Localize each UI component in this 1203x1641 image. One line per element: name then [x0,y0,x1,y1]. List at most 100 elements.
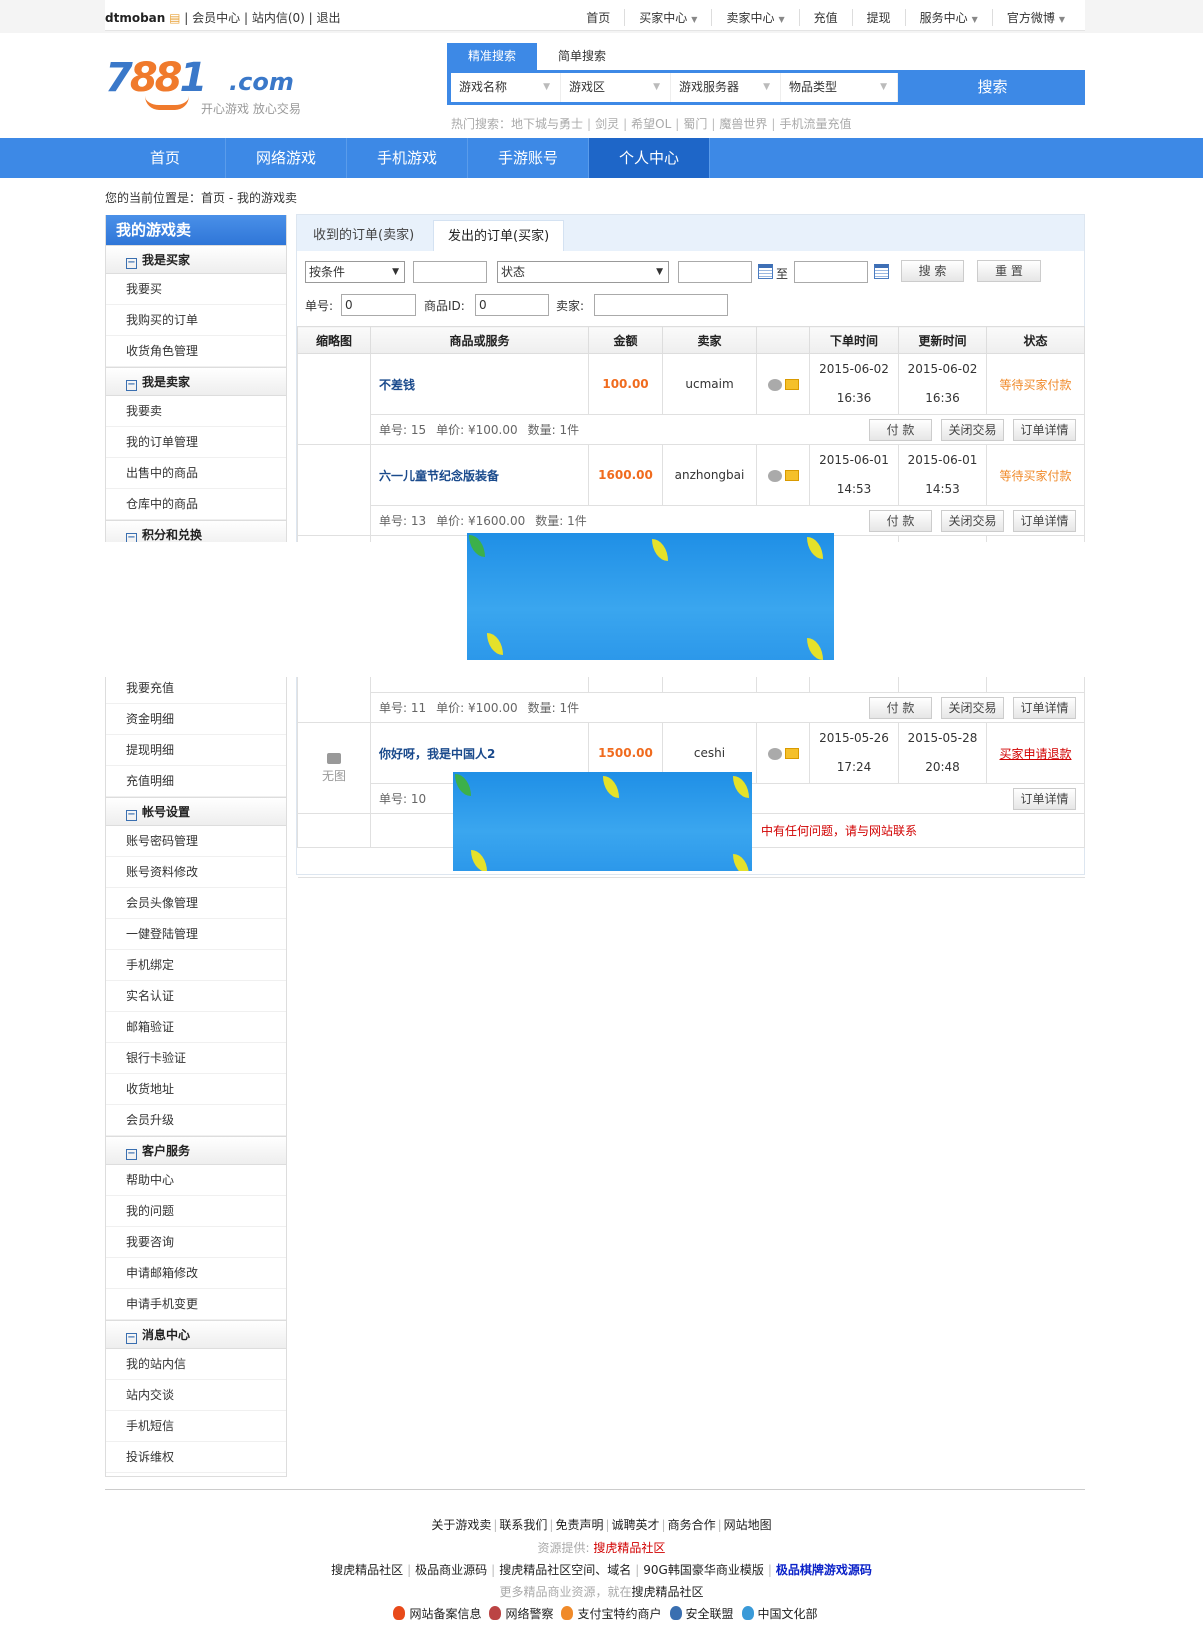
sidebar-item[interactable]: 会员升级 [106,1105,286,1136]
sidebar-item[interactable]: 充值明细 [106,766,286,797]
order-detail-button[interactable]: 订单详情 [1013,697,1076,719]
username[interactable]: dtmoban [105,11,166,25]
sidebar-item[interactable]: 仓库中的商品 [106,489,286,520]
topnav-item[interactable]: 卖家中心 ▼ [711,9,798,26]
item-type-select[interactable]: 物品类型 ▼ [781,73,898,102]
pay-button[interactable]: 付 款 [869,510,932,532]
sidebar-item[interactable]: 我的站内信 [106,1349,286,1380]
badge-link[interactable]: 网站备案信息 [409,1607,482,1621]
ad-banner[interactable] [453,772,752,871]
logo[interactable]: 7881 .com 开心游戏 放心交易 [105,58,315,118]
nav-item[interactable]: 手游账号 [468,138,589,178]
sidebar-item[interactable]: 账号密码管理 [106,826,286,857]
hot-search-link[interactable]: 希望OL [631,117,672,131]
tab-precise-search[interactable]: 精准搜索 [447,43,537,70]
footer-link[interactable]: 关于游戏卖 [431,1518,492,1532]
chat-icon[interactable] [767,378,782,391]
sidebar-item[interactable]: 投诉维权 [106,1442,286,1473]
pay-button[interactable]: 付 款 [869,697,932,719]
hot-search-link[interactable]: 地下城与勇士 [511,117,584,131]
badge-link[interactable]: 安全联盟 [685,1607,734,1621]
footer-link-highlight[interactable]: 极品棋牌游戏源码 [775,1563,872,1577]
status[interactable]: 买家申请退款 [986,722,1085,784]
sidebar-item[interactable]: 我要买 [106,274,286,305]
sidebar-item[interactable]: 收货角色管理 [106,336,286,367]
order-detail-button[interactable]: 订单详情 [1013,510,1076,532]
sidebar-item[interactable]: 收货地址 [106,1074,286,1105]
nav-item[interactable]: 网络游戏 [226,138,347,178]
goods-name-link[interactable]: 六一儿童节纪念版装备 [370,444,589,506]
member-center-link[interactable]: 会员中心 [192,11,241,25]
filter-reset-button[interactable]: 重 置 [977,260,1041,282]
footer-link[interactable]: 极品商业源码 [415,1563,488,1577]
sidebar-item[interactable]: 申请邮箱修改 [106,1258,286,1289]
nav-item[interactable]: 个人中心 [589,138,710,178]
footer-link[interactable]: 诚聘英才 [611,1518,660,1532]
hot-search-link[interactable]: 剑灵 [595,117,620,131]
sidebar-section[interactable]: − 我是卖家 [106,367,286,396]
footer-link[interactable]: 搜虎精品社区空间、域名 [499,1563,632,1577]
topnav-item[interactable]: 充值 [798,9,852,26]
calendar-icon[interactable] [758,264,773,279]
condition-select[interactable]: 按条件 ▼ [305,261,405,283]
sidebar-item[interactable]: 提现明细 [106,735,286,766]
goods-id-input[interactable]: 0 [475,294,549,316]
nav-item[interactable]: 首页 [105,138,226,178]
ad-banner[interactable] [467,533,834,660]
sidebar-item[interactable]: 实名认证 [106,981,286,1012]
filter-search-button[interactable]: 搜 索 [901,260,964,282]
sidebar-section[interactable]: − 消息中心 [106,1320,286,1349]
order-detail-button[interactable]: 订单详情 [1013,788,1076,810]
game-server-select[interactable]: 游戏服务器 ▼ [671,73,781,102]
footer-link[interactable]: 90G韩国豪华商业模版 [643,1563,764,1577]
nav-item[interactable]: 手机游戏 [347,138,468,178]
badge-link[interactable]: 中国文化部 [757,1607,818,1621]
footer-link[interactable]: 商务合作 [667,1518,716,1532]
pay-button[interactable]: 付 款 [869,419,932,441]
sidebar-item[interactable]: 站内交谈 [106,1380,286,1411]
close-trade-button[interactable]: 关闭交易 [941,510,1004,532]
topnav-item[interactable]: 官方微博 ▼ [991,9,1079,26]
inbox-link[interactable]: 站内信(0) [251,11,305,25]
status-select[interactable]: 状态 ▼ [497,261,669,283]
source-link[interactable]: 搜虎精品社区 [593,1541,666,1555]
sidebar-item[interactable]: 银行卡验证 [106,1043,286,1074]
mail-icon[interactable] [784,470,799,481]
search-button[interactable]: 搜索 [977,78,1008,96]
badge-link[interactable]: 网络警察 [505,1607,554,1621]
footer-link[interactable]: 免责声明 [555,1518,604,1532]
order-detail-button[interactable]: 订单详情 [1013,419,1076,441]
sidebar-item[interactable]: 我要充值 [106,673,286,704]
game-name-select[interactable]: 游戏名称 ▼ [451,73,561,102]
hot-search-link[interactable]: 手机流量充值 [779,117,852,131]
chat-icon[interactable] [767,747,782,760]
sidebar-item[interactable]: 申请手机变更 [106,1289,286,1320]
sidebar-item[interactable]: 邮箱验证 [106,1012,286,1043]
footer-link[interactable]: 联系我们 [499,1518,548,1532]
sidebar-item[interactable]: 我的订单管理 [106,427,286,458]
sidebar-item[interactable]: 会员头像管理 [106,888,286,919]
footer-link[interactable]: 搜虎精品社区 [331,1563,404,1577]
sidebar-item[interactable]: 我要咨询 [106,1227,286,1258]
hot-search-link[interactable]: 蜀门 [683,117,708,131]
mail-icon[interactable] [784,379,799,390]
logout-link[interactable]: 退出 [316,11,341,25]
sidebar-item[interactable]: 一健登陆管理 [106,919,286,950]
sidebar-section[interactable]: − 客户服务 [106,1136,286,1165]
chat-icon[interactable] [767,469,782,482]
end-date-input[interactable] [794,261,868,283]
topnav-item[interactable]: 服务中心 ▼ [904,9,992,26]
game-zone-select[interactable]: 游戏区 ▼ [561,73,671,102]
sidebar-item[interactable]: 我要卖 [106,396,286,427]
goods-name-link[interactable]: 不差钱 [370,353,589,415]
topnav-item[interactable]: 买家中心 ▼ [624,9,711,26]
sidebar-item[interactable]: 帮助中心 [106,1165,286,1196]
sidebar-section[interactable]: − 帐号设置 [106,797,286,826]
sidebar-item[interactable]: 手机绑定 [106,950,286,981]
tab-received-orders[interactable]: 收到的订单(卖家) [313,228,415,243]
order-no-input[interactable]: 0 [341,294,416,316]
close-trade-button[interactable]: 关闭交易 [941,697,1004,719]
badge-link[interactable]: 支付宝特约商户 [577,1607,662,1621]
sidebar-item[interactable]: 资金明细 [106,704,286,735]
footer-link[interactable]: 网站地图 [723,1518,772,1532]
